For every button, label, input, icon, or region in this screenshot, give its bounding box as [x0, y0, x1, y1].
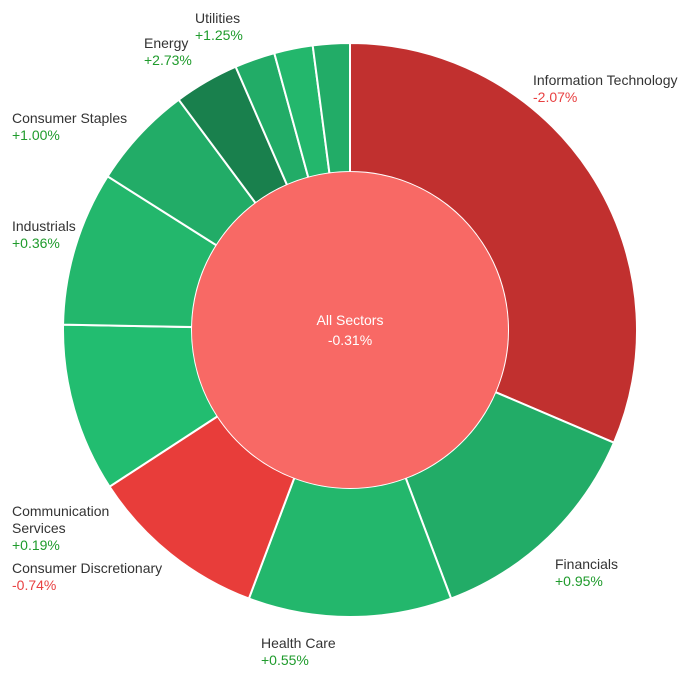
slice-label-name: Communication: [12, 503, 109, 519]
slices-layer: [62, 41, 638, 618]
labels-layer: Information Technology-2.07%Financials+0…: [12, 10, 678, 668]
slice-label: Utilities+1.25%: [195, 10, 243, 43]
slice-label-name: Financials: [555, 556, 618, 572]
slice-label-change: +1.25%: [195, 27, 243, 43]
slice-label-change: +1.00%: [12, 127, 60, 143]
slice-label-name: Utilities: [195, 10, 240, 26]
slice-label: Energy+2.73%: [144, 35, 192, 68]
slice-label-change: +0.55%: [261, 652, 309, 668]
slice-label-name: Services: [12, 520, 66, 536]
slice-label-change: -2.07%: [533, 89, 577, 105]
center-change: -0.31%: [328, 332, 372, 348]
slice-label-name: Consumer Staples: [12, 110, 127, 126]
slice-label: Information Technology-2.07%: [533, 72, 678, 105]
slice-label-name: Consumer Discretionary: [12, 560, 162, 576]
slice-label: Consumer Discretionary-0.74%: [12, 560, 162, 593]
slice-label: Consumer Staples+1.00%: [12, 110, 127, 143]
slice-label: Health Care+0.55%: [261, 635, 336, 668]
slice-label-change: +0.19%: [12, 537, 60, 553]
slice-label-change: +0.36%: [12, 235, 60, 251]
slice-label-name: Energy: [144, 35, 188, 51]
slice-label-name: Industrials: [12, 218, 76, 234]
slice-label: Industrials+0.36%: [12, 218, 76, 251]
slice-label-change: +2.73%: [144, 52, 192, 68]
center-label: All Sectors: [317, 312, 384, 328]
slice-label-name: Health Care: [261, 635, 336, 651]
slice-label-change: -0.74%: [12, 577, 56, 593]
slice-label-name: Information Technology: [533, 72, 678, 88]
slice-label-change: +0.95%: [555, 573, 603, 589]
center-disc[interactable]: [192, 172, 508, 488]
slice-label: Financials+0.95%: [555, 556, 618, 589]
